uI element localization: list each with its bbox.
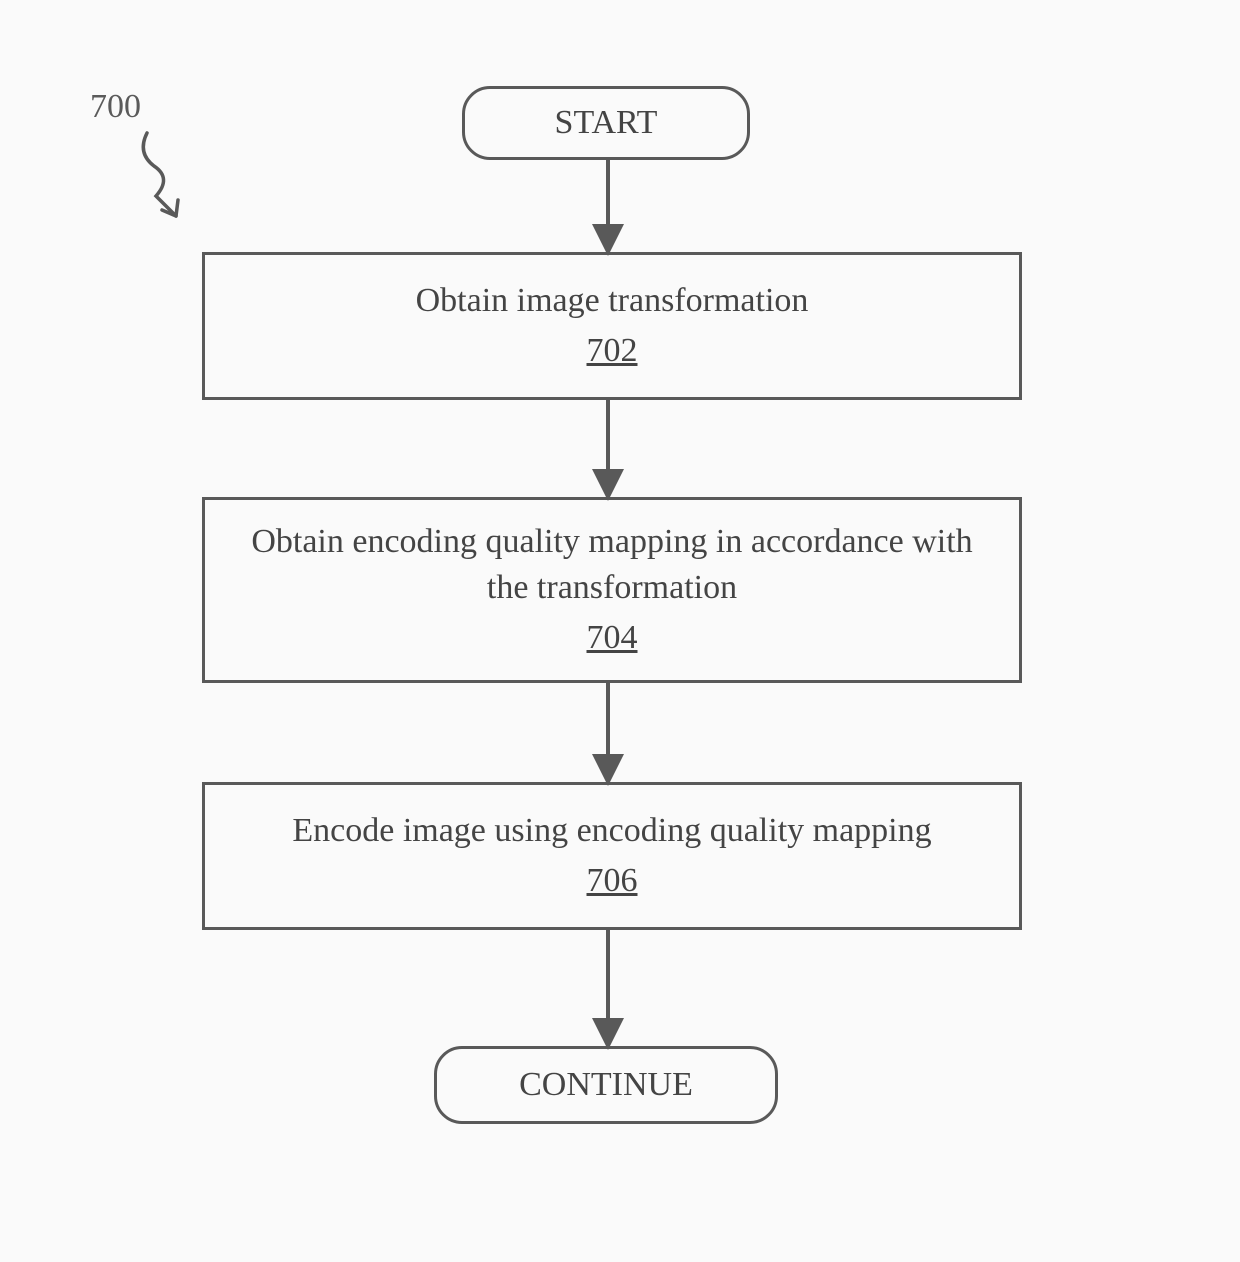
- terminal-label: CONTINUE: [519, 1066, 693, 1104]
- figure-pointer-squiggle: [132, 128, 202, 228]
- terminal-label: START: [555, 104, 658, 142]
- flowchart-process-702: Obtain image transformation 702: [202, 252, 1022, 400]
- flowchart-terminal-continue: CONTINUE: [434, 1046, 778, 1124]
- figure-number-label: 700: [90, 88, 141, 126]
- process-label: Obtain image transformation: [416, 278, 809, 324]
- flowchart-terminal-start: START: [462, 86, 750, 160]
- process-ref: 706: [587, 858, 638, 904]
- flowchart-process-704: Obtain encoding quality mapping in accor…: [202, 497, 1022, 683]
- process-ref: 702: [587, 328, 638, 374]
- flowchart-process-706: Encode image using encoding quality mapp…: [202, 782, 1022, 930]
- process-ref: 704: [587, 615, 638, 661]
- process-label: Encode image using encoding quality mapp…: [292, 808, 931, 854]
- process-label: Obtain encoding quality mapping in accor…: [235, 519, 989, 611]
